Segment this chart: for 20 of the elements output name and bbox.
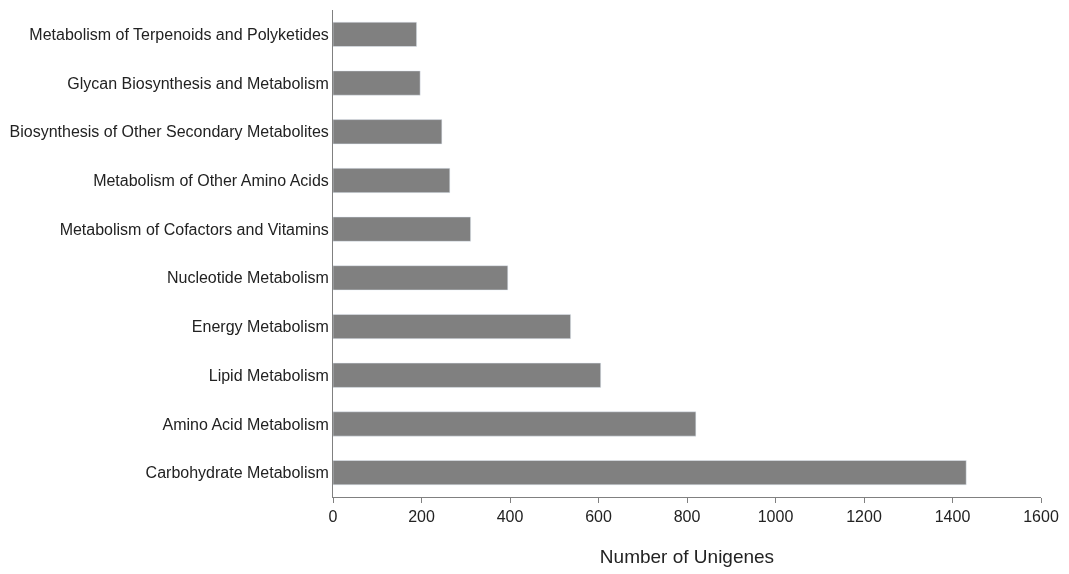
y-tick-label: Biosynthesis of Other Secondary Metabolites [9, 123, 329, 141]
y-tick-label: Nucleotide Metabolism [166, 269, 329, 287]
x-axis-title: Number of Unigenes [599, 546, 775, 567]
x-tick-label: 1000 [757, 508, 794, 526]
y-tick-label: Metabolism of Other Amino Acids [93, 172, 329, 190]
y-tick-label: Metabolism of Terpenoids and Polyketides [29, 25, 329, 43]
y-tick-label: Carbohydrate Metabolism [145, 464, 329, 482]
y-tick-label: Lipid Metabolism [208, 366, 329, 384]
y-tick-label: Metabolism of Cofactors and Vitamins [59, 220, 329, 238]
x-tick-label: 0 [328, 508, 338, 526]
x-tick-label: 1600 [1023, 508, 1059, 526]
y-tick-label: Energy Metabolism [191, 318, 329, 336]
y-tick-label: Amino Acid Metabolism [162, 415, 329, 433]
x-tick-label: 1400 [934, 508, 971, 526]
y-tick-label: Glycan Biosynthesis and Metabolism [67, 74, 329, 92]
x-tick-label: 800 [673, 508, 701, 526]
x-tick-label: 200 [408, 508, 435, 526]
x-tick-label: 600 [585, 508, 612, 526]
x-tick-label: 1200 [846, 508, 882, 526]
x-tick-label: 400 [496, 508, 524, 526]
